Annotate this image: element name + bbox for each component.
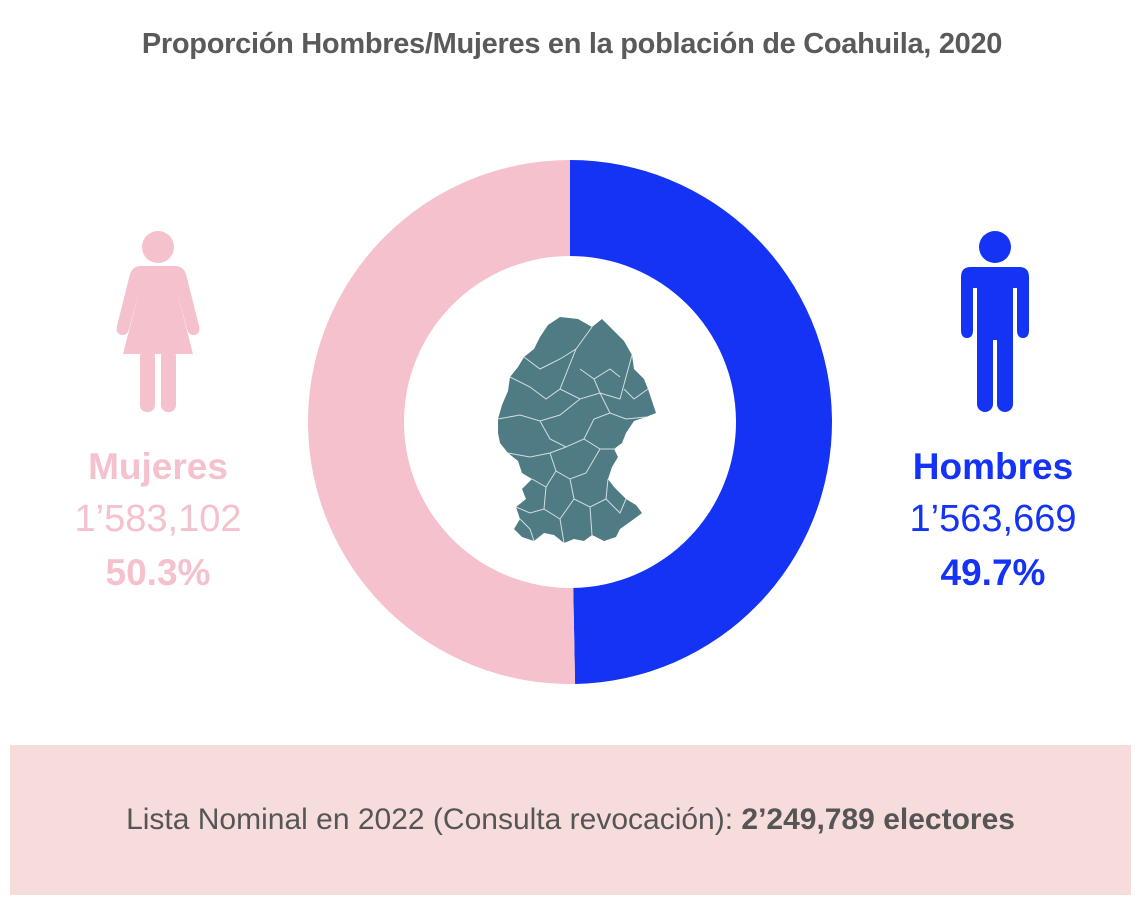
donut-slice-mujeres xyxy=(307,160,576,685)
donut-chart xyxy=(307,160,832,685)
hombres-block: Hombres 1’563,669 49.7% xyxy=(883,442,1103,600)
hombres-count: 1’563,669 xyxy=(909,498,1077,540)
woman-icon xyxy=(116,231,200,412)
coahuila-map-icon xyxy=(497,317,656,544)
footer-banner: Lista Nominal en 2022 (Consulta revocaci… xyxy=(10,745,1131,895)
donut-slices xyxy=(307,160,832,685)
hombres-percent: 49.7% xyxy=(940,552,1046,593)
footer-text: Lista Nominal en 2022 (Consulta revocaci… xyxy=(126,803,1015,837)
mujeres-percent: 50.3% xyxy=(105,552,211,593)
donut-slice-hombres xyxy=(570,160,832,684)
man-icon xyxy=(961,231,1029,412)
mujeres-block: Mujeres 1’583,102 50.3% xyxy=(48,442,268,600)
mujeres-label: Mujeres xyxy=(88,446,228,487)
mujeres-count: 1’583,102 xyxy=(74,498,242,540)
hombres-label: Hombres xyxy=(912,446,1074,487)
footer-prefix: Lista Nominal en 2022 (Consulta revocaci… xyxy=(126,803,742,836)
footer-value: 2’249,789 electores xyxy=(741,803,1015,836)
chart-title: Proporción Hombres/Mujeres en la poblaci… xyxy=(141,28,1003,60)
